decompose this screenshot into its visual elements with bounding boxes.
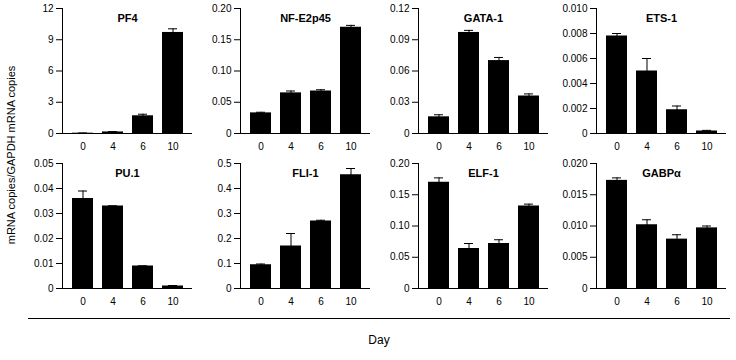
svg-text:0.01: 0.01 — [34, 258, 54, 269]
svg-text:0: 0 — [258, 296, 264, 307]
svg-text:0.5: 0.5 — [218, 158, 232, 169]
svg-text:0.4: 0.4 — [218, 183, 232, 194]
svg-text:0: 0 — [48, 283, 54, 294]
svg-text:0.006: 0.006 — [562, 53, 587, 64]
svg-text:6: 6 — [496, 141, 502, 152]
svg-text:0: 0 — [404, 128, 410, 139]
svg-text:ETS-1: ETS-1 — [646, 12, 677, 24]
svg-text:0.10: 0.10 — [212, 65, 232, 76]
svg-text:6: 6 — [48, 65, 54, 76]
svg-text:0.04: 0.04 — [34, 183, 54, 194]
svg-text:12: 12 — [42, 3, 54, 14]
svg-text:4: 4 — [110, 141, 116, 152]
svg-text:PF4: PF4 — [117, 12, 138, 24]
svg-text:ELF-1: ELF-1 — [468, 167, 499, 179]
svg-text:0: 0 — [226, 128, 232, 139]
svg-text:0: 0 — [582, 283, 588, 294]
svg-text:0.3: 0.3 — [218, 208, 232, 219]
svg-text:0: 0 — [48, 128, 54, 139]
svg-text:0.05: 0.05 — [212, 96, 232, 107]
svg-text:10: 10 — [167, 141, 179, 152]
svg-text:0.005: 0.005 — [562, 251, 587, 262]
svg-text:10: 10 — [345, 141, 357, 152]
svg-text:6: 6 — [318, 296, 324, 307]
svg-text:6: 6 — [318, 141, 324, 152]
svg-text:10: 10 — [345, 296, 357, 307]
svg-text:0: 0 — [436, 296, 442, 307]
svg-text:0.06: 0.06 — [390, 65, 410, 76]
svg-text:0.03: 0.03 — [390, 96, 410, 107]
html-text:mRNA copies/GAPDH mRNA copies: mRNA copies/GAPDH mRNA copies — [5, 65, 17, 245]
svg-text:4: 4 — [644, 141, 650, 152]
svg-text:6: 6 — [674, 141, 680, 152]
svg-text:9: 9 — [48, 34, 54, 45]
svg-text:0: 0 — [582, 128, 588, 139]
svg-text:0.002: 0.002 — [562, 103, 587, 114]
html-text:Day: Day — [368, 333, 390, 347]
svg-text:10: 10 — [701, 296, 713, 307]
svg-text:6: 6 — [674, 296, 680, 307]
svg-text:FLI-1: FLI-1 — [292, 167, 318, 179]
svg-text:0: 0 — [614, 141, 620, 152]
svg-text:4: 4 — [466, 141, 472, 152]
svg-text:0.20: 0.20 — [212, 3, 232, 14]
svg-text:0.10: 0.10 — [390, 220, 410, 231]
svg-text:10: 10 — [523, 296, 535, 307]
svg-text:0.004: 0.004 — [562, 78, 587, 89]
svg-text:0.12: 0.12 — [390, 3, 410, 14]
svg-text:0.15: 0.15 — [390, 189, 410, 200]
svg-text:4: 4 — [644, 296, 650, 307]
svg-text:0: 0 — [614, 296, 620, 307]
svg-text:GABPα: GABPα — [642, 167, 681, 179]
svg-text:GATA-1: GATA-1 — [464, 12, 503, 24]
svg-text:0: 0 — [80, 296, 86, 307]
svg-text:NF-E2p45: NF-E2p45 — [280, 12, 331, 24]
svg-text:0: 0 — [226, 283, 232, 294]
svg-text:4: 4 — [110, 296, 116, 307]
svg-text:0: 0 — [404, 283, 410, 294]
svg-text:0.010: 0.010 — [562, 3, 587, 14]
svg-text:10: 10 — [523, 141, 535, 152]
svg-text:0: 0 — [436, 141, 442, 152]
svg-text:10: 10 — [701, 141, 713, 152]
svg-text:0.09: 0.09 — [390, 34, 410, 45]
svg-text:0.03: 0.03 — [34, 208, 54, 219]
svg-text:0.015: 0.015 — [562, 189, 587, 200]
svg-text:4: 4 — [288, 296, 294, 307]
svg-text:0: 0 — [258, 141, 264, 152]
svg-text:3: 3 — [48, 96, 54, 107]
svg-text:0.15: 0.15 — [212, 34, 232, 45]
svg-text:0.008: 0.008 — [562, 28, 587, 39]
svg-text:0.010: 0.010 — [562, 220, 587, 231]
svg-text:0.20: 0.20 — [390, 158, 410, 169]
svg-text:0.020: 0.020 — [562, 158, 587, 169]
svg-text:6: 6 — [140, 296, 146, 307]
svg-text:0.2: 0.2 — [218, 233, 232, 244]
svg-text:PU.1: PU.1 — [115, 167, 139, 179]
svg-text:10: 10 — [167, 296, 179, 307]
svg-text:4: 4 — [288, 141, 294, 152]
svg-text:0.02: 0.02 — [34, 233, 54, 244]
svg-text:6: 6 — [140, 141, 146, 152]
svg-text:0.1: 0.1 — [218, 258, 232, 269]
svg-text:4: 4 — [466, 296, 472, 307]
svg-text:0.05: 0.05 — [390, 251, 410, 262]
svg-text:0.05: 0.05 — [34, 158, 54, 169]
svg-text:6: 6 — [496, 296, 502, 307]
svg-text:0: 0 — [80, 141, 86, 152]
